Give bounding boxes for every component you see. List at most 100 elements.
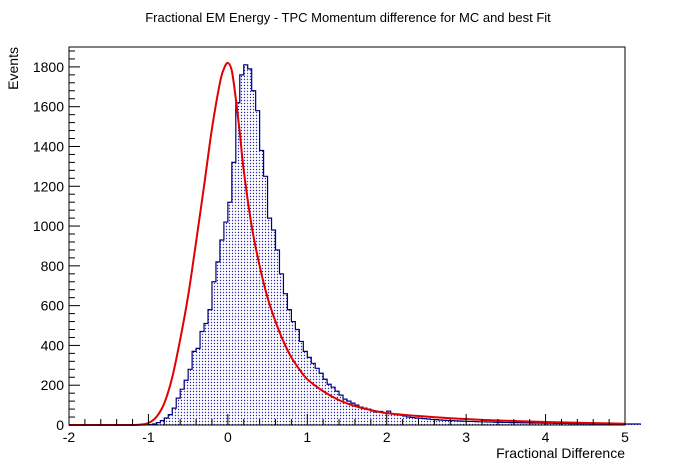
histogram-bar (414, 418, 419, 425)
y-tick-label: 200 (41, 377, 65, 393)
histogram-bar (509, 422, 514, 425)
y-tick-label: 1000 (33, 218, 64, 234)
x-tick-label: 3 (462, 429, 470, 445)
histogram-bar (303, 351, 308, 425)
x-tick-label: -1 (142, 429, 155, 445)
y-tick-label: 400 (41, 337, 65, 353)
histogram-bar (271, 230, 276, 425)
y-tick-label: 1400 (33, 138, 64, 154)
x-tick-label: 5 (621, 429, 629, 445)
histogram-bar (160, 420, 165, 425)
histogram-bar (239, 74, 244, 425)
histogram-bar (172, 408, 177, 425)
histogram-bar (299, 341, 304, 425)
plot-frame (68, 46, 626, 426)
histogram-bar (283, 293, 288, 425)
histogram-bar (525, 422, 530, 425)
histogram-bar (267, 218, 272, 425)
histogram-bar (180, 389, 185, 425)
histogram-bar (434, 419, 439, 425)
fit-curve (68, 61, 626, 427)
fit-layer (68, 61, 626, 427)
histogram-bar (255, 110, 260, 426)
histogram-bar (295, 329, 300, 425)
histogram-bar (422, 418, 427, 425)
histogram-bar (358, 407, 363, 425)
histogram-bar (343, 399, 347, 425)
histogram-bar (319, 373, 324, 425)
histogram-bar (184, 380, 189, 425)
x-tick-label: 4 (542, 429, 550, 445)
histogram-bar (223, 222, 228, 425)
histogram-bar (521, 422, 526, 425)
x-tick-label: -2 (63, 429, 76, 445)
histogram-bar (192, 351, 197, 425)
histogram-bar (402, 416, 407, 425)
y-tick-label: 1600 (33, 99, 64, 115)
histogram-bar (497, 422, 502, 425)
histogram-bar (354, 405, 359, 425)
histogram-bar (577, 423, 582, 425)
histogram-bar (275, 249, 280, 425)
histogram-bar (176, 398, 181, 425)
histogram-bar (493, 422, 498, 425)
histogram-bar (259, 150, 264, 425)
x-axis-label: Fractional Difference (496, 445, 625, 461)
histogram-bar (410, 417, 415, 425)
ticks-layer: -2 -1 0 1 2 3 4 5 0 200 400 600 800 1000 1200 1400 1600 1… (33, 50, 629, 445)
histogram-bar (200, 331, 205, 425)
histogram-bar (331, 387, 336, 425)
histogram-bar (164, 418, 169, 425)
histogram-bar (486, 422, 490, 425)
histogram-bar (537, 423, 542, 425)
histogram-bar (541, 423, 546, 425)
y-tick-label: 800 (41, 258, 65, 274)
x-tick-label: 0 (224, 429, 232, 445)
y-tick-label: 600 (41, 298, 65, 314)
histogram-bar (454, 420, 459, 425)
histogram-bar (208, 309, 212, 425)
y-tick-label: 0 (56, 417, 64, 433)
histogram-bar (565, 423, 570, 425)
histogram-bar (323, 379, 328, 425)
histogram-bar (311, 363, 316, 425)
y-tick-label: 1200 (33, 178, 64, 194)
histogram-bar (545, 423, 550, 425)
histogram-bar (168, 414, 173, 425)
histogram-bar (426, 419, 431, 425)
histogram-bar (573, 423, 578, 425)
histogram-bar (247, 68, 252, 425)
histogram-bar (442, 420, 447, 425)
histogram-bar (585, 423, 590, 425)
histogram-bar (386, 411, 391, 425)
histogram-bar (327, 384, 332, 425)
histogram-bar (370, 411, 375, 425)
histogram-bar (418, 418, 423, 425)
histogram-bar (347, 401, 351, 425)
x-tick-label: 1 (303, 429, 311, 445)
histogram-bar (287, 309, 292, 425)
histogram-bar (156, 422, 161, 425)
histogram-bar (374, 412, 379, 425)
histogram-bar (430, 419, 435, 425)
histogram-bar (243, 64, 248, 425)
histogram-bar (529, 423, 534, 425)
histogram-bar (390, 414, 395, 425)
histogram-bar (188, 369, 193, 425)
histogram-bar (561, 423, 566, 425)
histogram-bar (462, 421, 467, 425)
histogram-bar (478, 421, 483, 425)
histogram-bar (501, 422, 506, 425)
histogram-bar (215, 261, 220, 425)
histogram-bar (489, 422, 494, 425)
histogram-bar (231, 162, 236, 426)
histogram-bar (517, 422, 522, 425)
histogram-bar (291, 321, 296, 425)
histogram-bar (279, 273, 284, 425)
histogram-bar (450, 420, 455, 425)
histogram-bar (505, 422, 510, 425)
histogram-bar (466, 421, 471, 425)
histogram-bar (227, 202, 232, 425)
